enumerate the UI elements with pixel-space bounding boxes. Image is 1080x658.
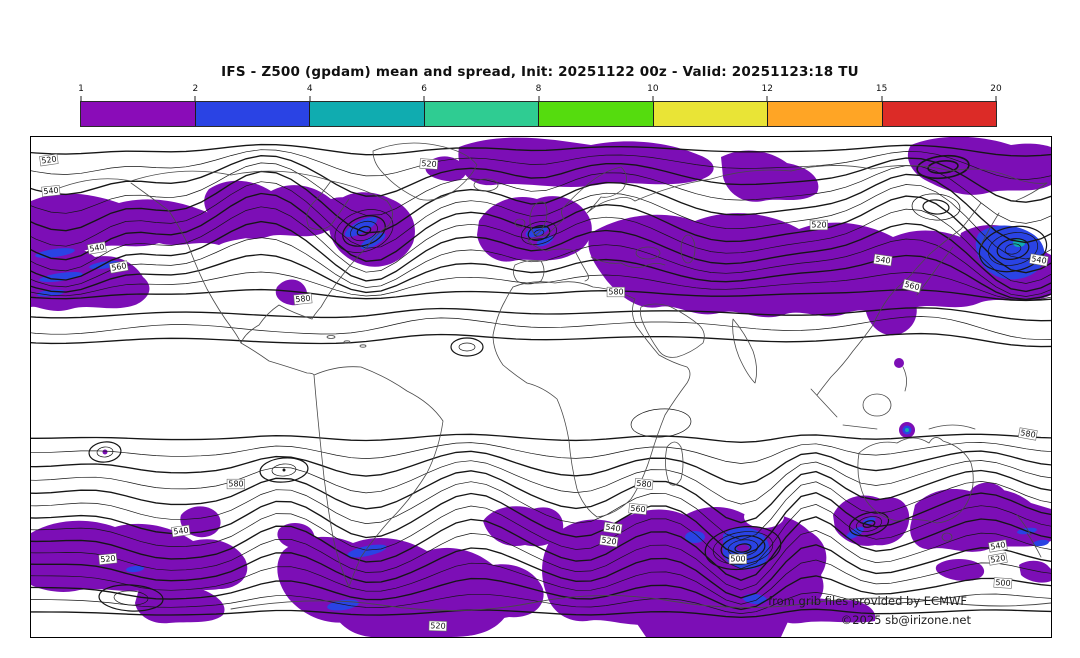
contour-line xyxy=(31,559,1051,605)
colorbar-segment xyxy=(882,102,996,126)
contour-label: 520 xyxy=(420,158,438,170)
colorbar-tick-label: 15 xyxy=(875,84,888,94)
contour-label: 580 xyxy=(607,287,625,297)
contour-line xyxy=(31,149,1051,180)
contour-line xyxy=(31,332,1051,348)
contour-line xyxy=(31,575,1051,611)
colorbar-tick-label: 4 xyxy=(306,84,313,94)
contour-line xyxy=(31,288,1051,302)
colorbar-segment xyxy=(653,102,768,126)
contour-line xyxy=(31,442,1051,464)
colorbar: 1 2 4 6 8 10 12 15 20 xyxy=(78,84,1002,127)
contour-line xyxy=(31,220,1051,293)
contour-label: 580 xyxy=(227,479,245,489)
contour-line xyxy=(31,481,1051,541)
contour-line xyxy=(31,504,1051,570)
chart-title: IFS - Z500 (gpdam) mean and spread, Init… xyxy=(221,64,859,80)
contour-line xyxy=(31,162,1051,224)
colorbar-tick-mark xyxy=(652,96,654,101)
contour-line xyxy=(31,181,1051,260)
contour-label: 520 xyxy=(98,553,118,565)
colorbar-segment xyxy=(424,102,539,126)
colorbar-tick-label: 12 xyxy=(761,84,773,94)
colorbar-tick-mark xyxy=(766,96,768,101)
colorbar-tick-mark xyxy=(80,96,82,101)
closed-contours xyxy=(88,154,1048,612)
forecast-map: 520 540 540 560 520 580 580 520 540 560 540 580 540 5… xyxy=(30,136,1052,638)
contour-line xyxy=(31,491,1051,556)
contour-line xyxy=(31,170,1051,244)
colorbar-segment xyxy=(768,102,883,126)
contour-line xyxy=(31,206,1051,284)
contour-line xyxy=(31,316,1051,341)
contour-line xyxy=(31,155,1051,203)
colorbar-tick-mark xyxy=(194,96,196,101)
contour-line xyxy=(31,271,1051,301)
contour-line xyxy=(31,469,1051,524)
contour-line xyxy=(31,450,1051,485)
colorbar-segment xyxy=(310,102,425,126)
contour-line xyxy=(31,307,1051,322)
colorbar-tick-mark xyxy=(538,96,539,101)
contour-label: 520 xyxy=(810,220,828,230)
colorbar-tick-mark xyxy=(423,96,425,101)
data-source-credit: from grib files provided by ECMWF xyxy=(768,594,967,608)
spread-fill-purple xyxy=(31,137,1051,637)
contour-label: 520 xyxy=(429,621,447,631)
colorbar-tick-mark xyxy=(309,96,311,101)
copyright-credit: ©2025 sb@irizone.net xyxy=(840,613,971,627)
contour-line xyxy=(31,143,1051,157)
colorbar-segment xyxy=(81,102,196,126)
height-contours xyxy=(31,143,1051,618)
contour-line xyxy=(31,460,1051,505)
colorbar-tick-label: 1 xyxy=(78,84,84,94)
spread-fill-holes xyxy=(369,165,784,528)
colorbar-tick-label: 20 xyxy=(990,84,1002,94)
colorbar-tick-label: 8 xyxy=(535,84,542,94)
colorbar-tick-label: 2 xyxy=(192,84,199,94)
colorbar-tick-label: 6 xyxy=(421,84,427,94)
contour-label: 560 xyxy=(628,503,648,515)
contour-line xyxy=(31,192,1051,274)
colorbar-tick-mark xyxy=(995,96,997,101)
map-canvas xyxy=(31,137,1051,637)
contour-line xyxy=(31,237,1051,297)
colorbar-tick-label: 10 xyxy=(647,84,659,94)
colorbar-segment xyxy=(539,102,654,126)
contour-label: 540 xyxy=(41,185,61,197)
contour-label: 580 xyxy=(634,478,654,490)
contour-line xyxy=(31,433,1051,443)
contour-line xyxy=(31,544,1051,599)
contour-line xyxy=(31,608,1051,618)
contour-line xyxy=(31,516,1051,582)
contour-line xyxy=(31,530,1051,591)
contour-label: 580 xyxy=(293,293,313,305)
contour-label: 500 xyxy=(994,577,1012,589)
contour-label: 500 xyxy=(729,554,747,564)
colorbar-segments xyxy=(80,101,997,127)
colorbar-tick-mark xyxy=(881,96,883,101)
colorbar-segment xyxy=(195,102,310,126)
